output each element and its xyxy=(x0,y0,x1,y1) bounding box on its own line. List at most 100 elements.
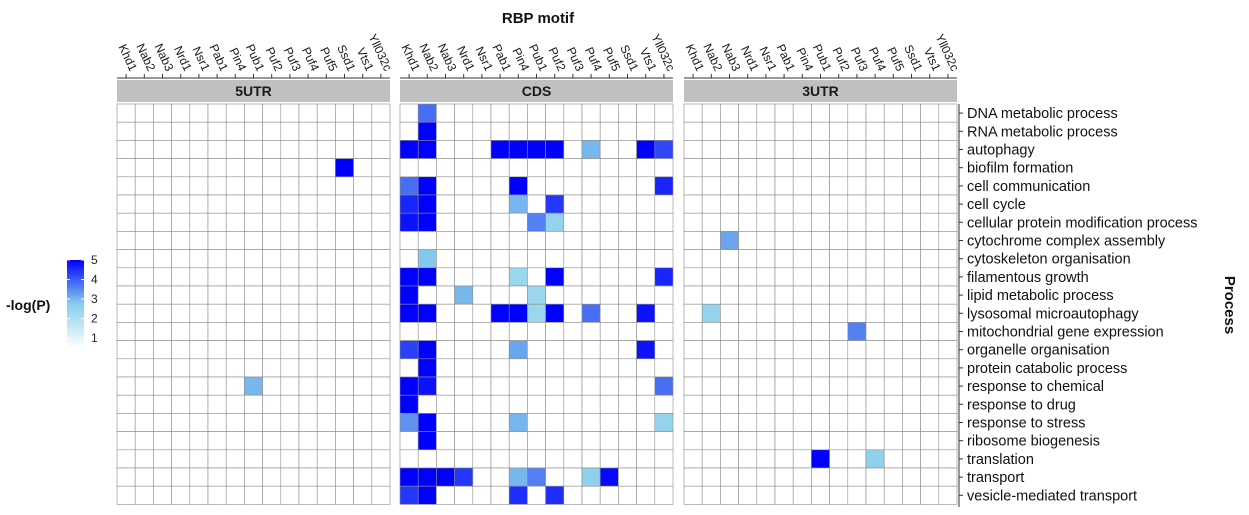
heatmap-cell xyxy=(920,194,940,214)
heatmap-cell xyxy=(153,140,172,159)
legend-tick-label: 3 xyxy=(91,292,98,306)
heatmap-cell xyxy=(599,267,619,287)
heatmap-cell xyxy=(189,121,209,141)
heatmap-cell xyxy=(720,303,739,323)
heatmap-cell xyxy=(636,158,656,178)
heatmap-cell xyxy=(399,376,419,396)
heatmap-cell xyxy=(920,249,940,269)
heatmap-cell xyxy=(581,322,601,341)
heatmap-cell xyxy=(527,485,546,505)
heatmap-cell xyxy=(811,103,830,123)
heatmap-cell xyxy=(335,376,354,396)
heatmap-cell xyxy=(280,467,300,487)
heatmap-cell xyxy=(618,340,637,360)
heatmap-cell xyxy=(654,467,674,487)
heatmap-cell xyxy=(490,212,510,232)
heatmap-cell xyxy=(920,358,940,378)
heatmap-cell xyxy=(371,267,391,287)
heatmap-cell xyxy=(581,467,601,487)
heatmap-cell xyxy=(683,158,703,178)
process-tick-label: cellular protein modification process xyxy=(967,215,1198,231)
heatmap-cell xyxy=(353,285,373,305)
heatmap-cell xyxy=(829,340,849,360)
heatmap-cell xyxy=(225,176,245,196)
heatmap-cell xyxy=(599,413,619,432)
heatmap-cell xyxy=(244,322,263,341)
heatmap-cell xyxy=(225,322,245,341)
motif-tick-label: Nrd1 xyxy=(171,44,195,74)
heatmap-cell xyxy=(508,340,528,360)
heatmap-cell xyxy=(756,467,776,487)
heatmap-cell xyxy=(298,358,318,378)
heatmap-cell xyxy=(298,176,318,196)
heatmap-cell xyxy=(738,267,758,287)
heatmap-cell xyxy=(654,212,674,232)
heatmap-cell xyxy=(563,212,583,232)
heatmap-cell xyxy=(720,140,739,159)
heatmap-cell xyxy=(920,394,940,414)
heatmap-cell xyxy=(490,249,510,269)
heatmap-cell xyxy=(701,140,721,159)
heatmap-cell xyxy=(865,231,885,250)
heatmap-cell xyxy=(792,267,812,287)
heatmap-cell xyxy=(938,449,958,469)
heatmap-cell xyxy=(720,267,739,287)
heatmap-cell xyxy=(189,413,209,432)
heatmap-cell xyxy=(792,358,812,378)
legend-tick-label: 2 xyxy=(91,312,98,326)
heatmap-cell xyxy=(883,231,903,250)
heatmap-cell xyxy=(436,194,455,214)
heatmap-cell xyxy=(756,358,776,378)
heatmap-cell xyxy=(171,212,191,232)
heatmap-cell xyxy=(738,322,758,341)
heatmap-cell xyxy=(262,212,282,232)
heatmap-cell xyxy=(371,121,391,141)
heatmap-cell xyxy=(847,322,867,341)
heatmap-cell xyxy=(847,231,867,250)
heatmap-cell xyxy=(811,140,830,159)
heatmap-cell xyxy=(454,376,474,396)
heatmap-cell xyxy=(316,212,336,232)
heatmap-cell xyxy=(171,485,191,505)
heatmap-cell xyxy=(829,413,849,432)
heatmap-cell xyxy=(847,249,867,269)
heatmap-cell xyxy=(171,158,191,178)
heatmap-cell xyxy=(618,176,637,196)
heatmap-cell xyxy=(472,449,492,469)
heatmap-cell xyxy=(654,249,674,269)
heatmap-cell xyxy=(353,303,373,323)
heatmap-cell xyxy=(865,376,885,396)
heatmap-cell xyxy=(436,267,455,287)
heatmap-cell xyxy=(371,358,391,378)
heatmap-cell xyxy=(829,303,849,323)
heatmap-cell xyxy=(244,249,263,269)
heatmap-cell xyxy=(417,249,437,269)
motif-tick-label: Pab1 xyxy=(207,42,232,74)
heatmap-cell xyxy=(654,285,674,305)
heatmap-cell xyxy=(244,194,263,214)
heatmap-cell xyxy=(865,394,885,414)
heatmap-cell xyxy=(599,376,619,396)
heatmap-cell xyxy=(811,340,830,360)
heatmap-cell xyxy=(436,212,455,232)
heatmap-cell xyxy=(581,103,601,123)
heatmap-cell xyxy=(417,376,437,396)
heatmap-cell xyxy=(847,212,867,232)
heatmap-cell xyxy=(472,358,492,378)
process-tick-label: cell cycle xyxy=(967,197,1026,213)
heatmap-cell xyxy=(527,449,546,469)
process-tick-label: protein catabolic process xyxy=(967,361,1127,377)
heatmap-cell xyxy=(581,358,601,378)
heatmap-cell xyxy=(883,285,903,305)
heatmap-cell xyxy=(938,413,958,432)
heatmap-cell xyxy=(774,212,794,232)
heatmap-cell xyxy=(225,449,245,469)
heatmap-cell xyxy=(454,322,474,341)
heatmap-cell xyxy=(581,285,601,305)
heatmap-cell xyxy=(417,267,437,287)
heatmap-cell xyxy=(701,340,721,360)
heatmap-cell xyxy=(207,212,227,232)
heatmap-cell xyxy=(683,485,703,505)
heatmap-cell xyxy=(811,285,830,305)
heatmap-cell xyxy=(618,267,637,287)
